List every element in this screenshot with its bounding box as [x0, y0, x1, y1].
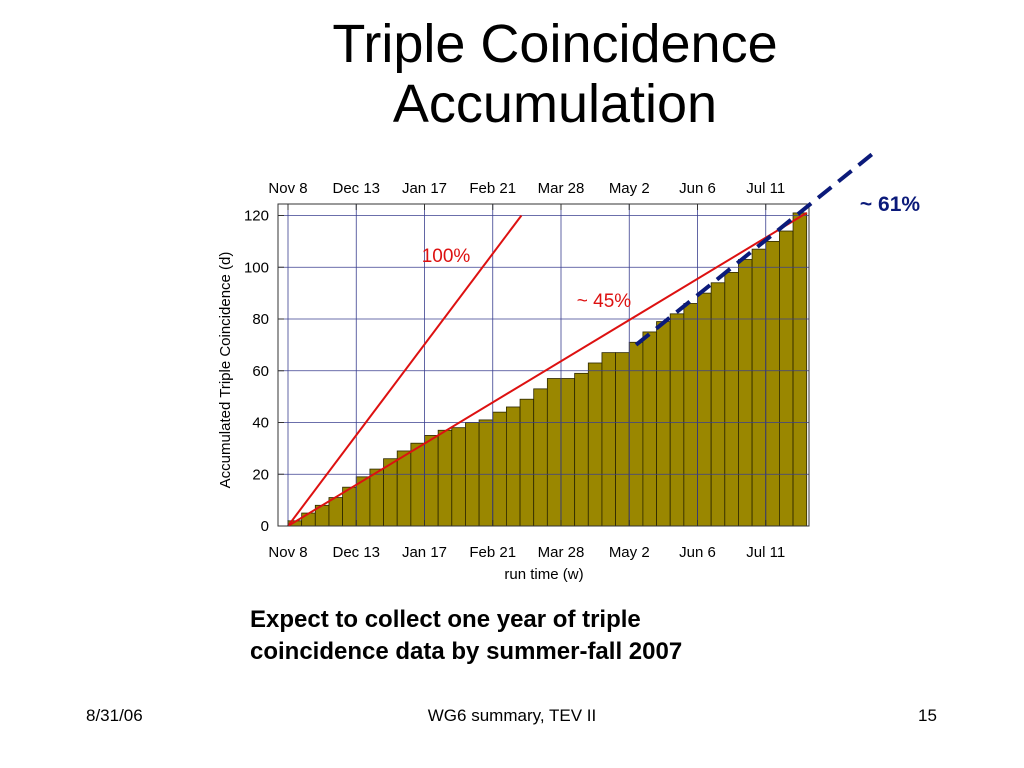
x-tick-label-top: Nov 8 — [268, 180, 307, 197]
bar — [574, 372, 589, 527]
bar — [505, 406, 521, 527]
bar — [396, 450, 412, 527]
x-tick-label-bottom: Jan 17 — [402, 544, 447, 561]
y-tick-label: 20 — [252, 466, 269, 483]
x-tick-label-top: Jan 17 — [402, 180, 447, 197]
bar — [765, 240, 780, 527]
x-tick-label-top: Feb 21 — [469, 180, 516, 197]
bar — [328, 497, 344, 527]
labels-layer: Nov 8 Nov 8 Dec 13 Dec 13 Jan 17 Jan 17 Feb 21… — [217, 180, 920, 583]
bar — [669, 313, 685, 527]
bars-layer — [287, 212, 808, 527]
slide-title: Triple Coincidence Accumulation — [0, 14, 1024, 134]
y-tick-label: 0 — [261, 518, 269, 535]
bar — [437, 429, 453, 527]
bar — [451, 427, 466, 527]
reference-line-100 — [287, 214, 523, 526]
bar — [628, 341, 644, 527]
bar — [587, 362, 603, 527]
bar — [697, 292, 712, 527]
bar — [601, 352, 617, 527]
y-tick-label: 40 — [252, 415, 269, 432]
bar — [424, 435, 439, 527]
x-tick-label-top: Mar 28 — [538, 180, 585, 197]
x-tick-label-top: Dec 13 — [332, 180, 380, 197]
ticks-layer — [278, 204, 767, 527]
bar — [478, 419, 494, 527]
bar — [492, 411, 507, 527]
bar — [533, 388, 548, 527]
bar — [656, 321, 671, 527]
reference-line-45 — [287, 212, 808, 526]
bar — [383, 458, 398, 527]
bar — [342, 486, 357, 527]
caption-line-1: Expect to collect one year of triple — [250, 606, 641, 633]
bar — [683, 303, 698, 527]
lines-layer — [287, 212, 808, 526]
bar — [724, 272, 739, 527]
bar — [519, 398, 535, 527]
bar — [738, 259, 753, 527]
plot-frame — [277, 203, 810, 527]
x-tick-label-bottom: Nov 8 — [268, 544, 307, 561]
annotation-61-percent: ~ 61% — [860, 193, 920, 216]
x-tick-label-bottom: Mar 28 — [538, 544, 585, 561]
slide-caption: Expect to collect one year of triple coi… — [250, 604, 810, 668]
slide-title-line-1: Triple Coincidence — [332, 14, 778, 74]
bar — [792, 212, 808, 527]
bar — [751, 248, 767, 527]
x-tick-label-bottom: Feb 21 — [469, 544, 516, 561]
y-tick-label: 120 — [244, 208, 269, 225]
bar — [560, 378, 576, 527]
x-tick-label-bottom: Dec 13 — [332, 544, 380, 561]
bar — [301, 512, 316, 527]
annotation-45-percent: ~ 45% — [577, 291, 632, 312]
x-tick-label-bottom: Jul 11 — [746, 544, 785, 561]
footer-page-number: 15 — [918, 706, 937, 725]
y-axis-label: Accumulated Triple Coincidence (d) — [217, 252, 234, 489]
x-tick-label-bottom: May 2 — [609, 544, 650, 561]
caption-line-2: coincidence data by summer-fall 2007 — [250, 638, 683, 665]
y-tick-label: 60 — [252, 363, 269, 380]
bar — [615, 352, 630, 527]
bar — [642, 331, 657, 527]
footer-title: WG6 summary, TEV II — [427, 706, 597, 725]
y-tick-label: 100 — [244, 259, 269, 276]
bar — [779, 230, 794, 527]
y-tick-label: 80 — [252, 311, 269, 328]
x-tick-label-top: May 2 — [609, 180, 650, 197]
x-tick-label-top: Jul 11 — [746, 180, 785, 197]
annotation-100-percent: 100% — [422, 246, 471, 267]
bar — [369, 468, 384, 527]
x-axis-label: run time (w) — [504, 566, 583, 583]
x-tick-label-top: Jun 6 — [679, 180, 716, 197]
bar — [546, 378, 562, 527]
footer-date: 8/31/06 — [86, 706, 143, 725]
slide-title-line-2: Accumulation — [392, 74, 718, 134]
x-tick-label-bottom: Jun 6 — [679, 544, 716, 561]
bar — [410, 442, 425, 527]
